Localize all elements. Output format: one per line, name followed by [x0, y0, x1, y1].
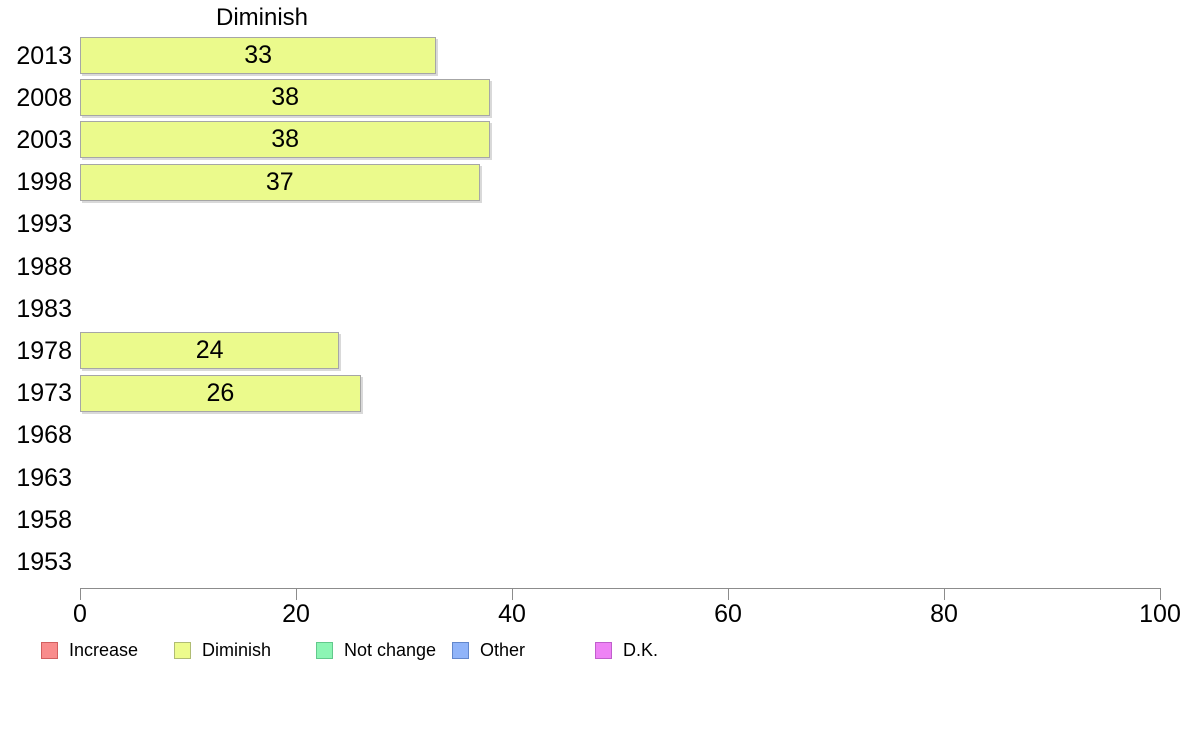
legend-item: Increase — [41, 640, 138, 661]
legend-label: Diminish — [202, 640, 272, 660]
bar-value-label: 33 — [244, 41, 273, 69]
legend-item: Diminish — [174, 640, 271, 661]
legend-item: Not change — [316, 640, 436, 661]
legend-swatch-icon — [595, 642, 612, 659]
bar-value-label: 24 — [195, 336, 224, 365]
x-axis-tick-label: 0 — [73, 600, 87, 628]
legend-swatch-icon — [174, 642, 191, 659]
x-axis-tick — [944, 588, 945, 600]
x-axis-line — [80, 588, 1161, 589]
bar: 33 — [80, 37, 437, 74]
x-axis-tick — [1160, 588, 1161, 600]
bar-value-label: 26 — [206, 378, 235, 407]
x-axis-tick — [296, 588, 297, 600]
bar: 38 — [80, 79, 491, 117]
x-axis-tick-label: 60 — [714, 600, 742, 628]
y-axis-label: 1998 — [16, 168, 72, 197]
y-axis-label: 1968 — [16, 421, 72, 450]
chart-title: Diminish — [215, 4, 308, 31]
legend-label: Other — [480, 640, 526, 660]
bar: 38 — [80, 121, 491, 159]
x-axis-tick — [728, 588, 729, 600]
legend-item: Other — [452, 640, 525, 661]
bar: 24 — [80, 332, 340, 370]
bar-value-label: 38 — [271, 125, 300, 154]
bar: 37 — [80, 163, 480, 201]
legend-label: Not change — [344, 640, 437, 660]
bar: 26 — [80, 374, 361, 412]
x-axis-tick — [512, 588, 513, 600]
y-axis-label: 1963 — [16, 463, 72, 492]
y-axis-label: 1993 — [16, 210, 72, 239]
y-axis-label: 1983 — [16, 294, 72, 323]
legend-label: Increase — [69, 640, 139, 660]
legend-swatch-icon — [316, 642, 333, 659]
y-axis-label: 1958 — [16, 505, 72, 534]
x-axis-tick-label: 100 — [1139, 600, 1181, 628]
x-axis-tick-label: 40 — [498, 600, 526, 628]
y-axis-label: 2003 — [16, 125, 72, 154]
legend-swatch-icon — [452, 642, 469, 659]
bar-value-label: 38 — [271, 83, 300, 112]
y-axis-label: 1978 — [16, 336, 72, 365]
legend-item: D.K. — [595, 640, 658, 661]
x-axis-tick-label: 80 — [930, 600, 958, 628]
legend-swatch-icon — [41, 642, 58, 659]
y-axis-label: 2013 — [16, 41, 72, 70]
x-axis-tick — [80, 588, 81, 600]
y-axis-label: 1988 — [16, 252, 72, 281]
legend-label: D.K. — [623, 640, 659, 660]
bar-value-label: 37 — [265, 167, 294, 196]
x-axis-tick-label: 20 — [282, 600, 310, 628]
y-axis-label: 1953 — [16, 547, 72, 576]
y-axis-label: 1973 — [16, 379, 72, 408]
y-axis-label: 2008 — [16, 83, 72, 112]
